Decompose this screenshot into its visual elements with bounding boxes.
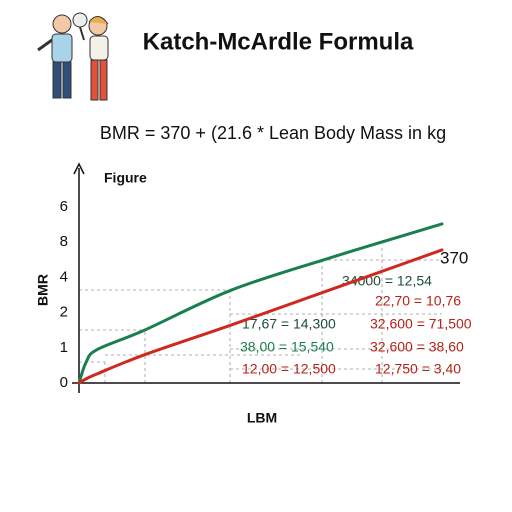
y-tick-label: 8: [60, 233, 68, 250]
annotations: 370 34000 = 12,54 22,70 = 10,76 17,67 = …: [240, 248, 472, 376]
y-tick-label: 0: [60, 374, 68, 391]
y-axis-arrow: [73, 162, 85, 175]
annotation: 12,750 = 3,40: [375, 361, 461, 377]
annotation: 22,70 = 10,76: [375, 293, 461, 309]
line: [77, 248, 444, 385]
guides: [79, 245, 442, 383]
y-axis-label: BMR: [35, 274, 51, 306]
formula: BMR = 370 + (21.6 * Lean Body Mass in kg: [100, 123, 446, 143]
annotation: 32,600 = 71,500: [370, 316, 472, 332]
y-tick-label: 2: [60, 304, 68, 321]
figure-label: Figure: [104, 170, 147, 186]
y-tick-label: 1: [60, 339, 68, 356]
annotation: 370: [440, 248, 468, 267]
annotation: 17,67 = 14,300: [242, 316, 336, 332]
annotation: 12,00 = 12,500: [242, 361, 336, 377]
y-tick-label: 4: [60, 268, 68, 285]
illustration: [37, 12, 109, 101]
annotation: 32,600 = 38,60: [370, 339, 464, 355]
chart-title: Katch-McArdle Formula: [143, 28, 414, 55]
annotation: 38,00 = 15,540: [240, 339, 334, 355]
y-tick-label: 6: [60, 198, 68, 215]
x-axis-label: LBM: [247, 410, 277, 426]
line: [77, 222, 444, 385]
